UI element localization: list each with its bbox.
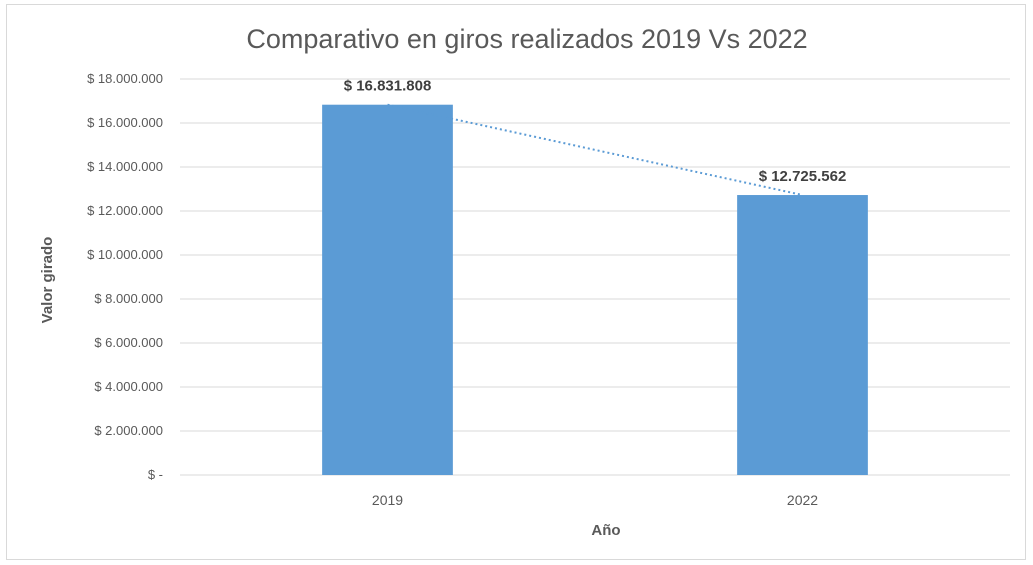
bars [322, 104, 868, 475]
x-axis-label: Año [591, 522, 620, 539]
y-tick-label: $ 4.000.000 [94, 379, 163, 394]
trendline [387, 103, 803, 197]
x-tick-label: 2019 [372, 492, 403, 508]
trend-line [387, 103, 803, 197]
bar [737, 195, 868, 475]
y-tick-label: $ 18.000.000 [87, 71, 163, 86]
x-tick-label: 2022 [787, 492, 818, 508]
y-tick-label: $ 2.000.000 [94, 423, 163, 438]
data-label: $ 16.831.808 [344, 78, 432, 95]
y-tick-label: $ 16.000.000 [87, 115, 163, 130]
bar [322, 104, 453, 475]
y-tick-label: $ 10.000.000 [87, 247, 163, 262]
grid-lines [180, 78, 1010, 476]
y-tick-label: $ 8.000.000 [94, 291, 163, 306]
y-axis-ticks: $ - $ 2.000.000 $ 4.000.000 $ 6.000.000 $ 8.… [87, 71, 163, 482]
x-axis-ticks: 2019 2022 [372, 492, 818, 508]
y-tick-label: $ 14.000.000 [87, 159, 163, 174]
data-label: $ 12.725.562 [759, 168, 847, 185]
y-tick-label: $ 12.000.000 [87, 203, 163, 218]
y-tick-label: $ 6.000.000 [94, 335, 163, 350]
chart-title: Comparativo en giros realizados 2019 Vs … [246, 24, 807, 54]
y-tick-label: $ - [148, 467, 163, 482]
data-labels: $ 16.831.808 $ 12.725.562 [344, 78, 847, 185]
y-axis-label: Valor girado [39, 237, 56, 324]
